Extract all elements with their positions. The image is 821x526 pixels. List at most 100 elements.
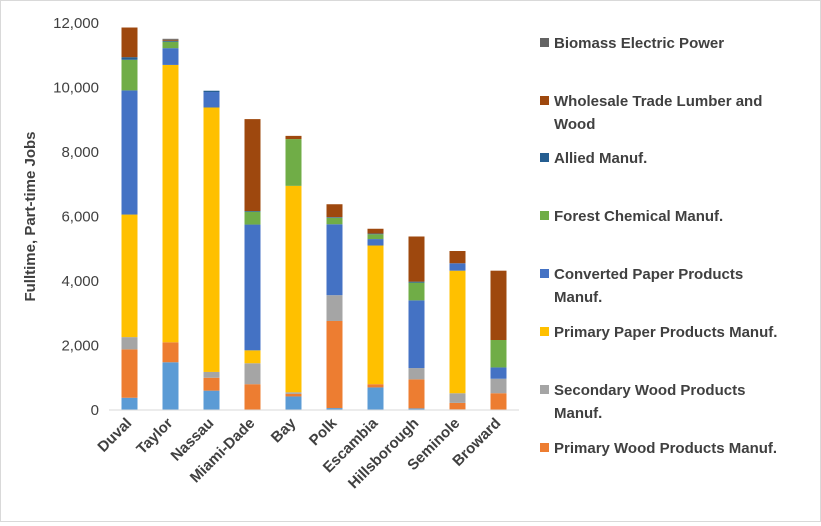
bar-segment [121,90,138,215]
legend-label: Converted Paper Products [554,266,743,283]
bar-segment [203,377,220,391]
bar-segment [121,59,138,91]
bar-segment [203,90,220,93]
bar-segment [244,119,261,212]
bar-segment [367,234,384,240]
y-axis-label: Fulltime, Part-time Jobs [22,131,39,301]
bar-segment [244,224,261,351]
bar-segment [449,402,466,410]
y-tick-label: 2,000 [61,338,99,355]
legend-label: Wholesale Trade Lumber and [554,93,762,110]
bar-segment [285,393,302,397]
y-tick-label: 10,000 [53,80,99,97]
bar-segment [367,387,384,410]
legend-swatch [540,327,549,336]
legend-swatch [540,443,549,452]
bar-segment [162,362,179,410]
y-tick-label: 0 [91,402,99,419]
legend-swatch [540,38,549,47]
bar-segment [244,384,261,410]
bar-segment [449,251,466,264]
x-tick-label: Duval [94,415,135,456]
legend-label: Primary Paper Products Manuf. [554,324,777,341]
bar-segment [203,371,220,378]
bar-segment [244,350,261,364]
bar-segment [285,396,302,410]
bar-segment [367,233,384,235]
bar-segment [285,135,302,140]
bar-segment [121,349,138,398]
bar-segment [285,392,302,394]
y-tick-label: 6,000 [61,209,99,226]
legend-swatch [540,96,549,105]
legend-label: Biomass Electric Power [554,35,724,52]
legend-swatch [540,385,549,394]
legend-swatch [540,153,549,162]
bar-segment [285,139,302,186]
bar-segment [162,64,179,343]
legend-swatch [540,269,549,278]
bar-segment [367,239,384,246]
y-tick-label: 12,000 [53,15,99,32]
legend-label: Manuf. [554,289,602,306]
bar-segment [203,107,220,372]
bar-segment [162,38,179,40]
bar-segment [121,27,138,58]
legend-label: Primary Wood Products Manuf. [554,440,777,457]
bar-segment [326,295,343,321]
bar-segment [408,281,425,283]
bar-segment [244,211,261,212]
bar-segment [162,342,179,363]
bar-segment [408,300,425,369]
bar-segment [490,393,507,410]
bar-segment [162,39,179,41]
bar-segment [449,263,466,271]
bar-segment [326,408,343,410]
bar-segment [326,204,343,218]
bar-segment [490,270,507,341]
bar-segment [367,384,384,388]
bar-segment [326,217,343,218]
bar-segment [367,245,384,385]
bar-segment [326,224,343,296]
bar-segment [121,397,138,410]
bar-segment [408,379,425,409]
bar-segment [162,41,179,49]
bar-segment [408,282,425,301]
bar-segment [449,270,466,394]
legend-label: Allied Manuf. [554,150,647,167]
bar-segment [326,320,343,409]
legend-label: Secondary Wood Products [554,382,745,399]
bar-segment [326,217,343,225]
bar-segment [285,185,302,393]
bar-segment [244,363,261,385]
x-tick-label: Polk [306,414,341,449]
bar-segment [490,378,507,394]
bar-segment [121,214,138,338]
bar-segment [162,48,179,65]
bar-segment [203,390,220,410]
bar-segment [203,92,220,108]
bar-segment [121,57,138,60]
bar-segment [408,408,425,410]
legend-label: Manuf. [554,405,602,422]
bar-segment [162,40,179,42]
y-axis-ticks: 0 2,000 4,000 6,000 8,000 10,000 12,000 [53,15,99,419]
bar-segment [121,337,138,350]
bar-segment [367,228,384,234]
x-tick-label: Bay [268,414,300,446]
bars [121,27,507,410]
bar-segment [244,211,261,225]
bar-segment [490,367,507,379]
bar-segment [408,368,425,380]
legend-label: Wood [554,116,595,133]
bar-segment [408,236,425,282]
legend: Biomass Electric Power Wholesale Trade Lu… [540,35,777,457]
bar-segment [449,393,466,403]
y-tick-label: 8,000 [61,144,99,161]
legend-label: Forest Chemical Manuf. [554,208,723,225]
y-tick-label: 4,000 [61,273,99,290]
